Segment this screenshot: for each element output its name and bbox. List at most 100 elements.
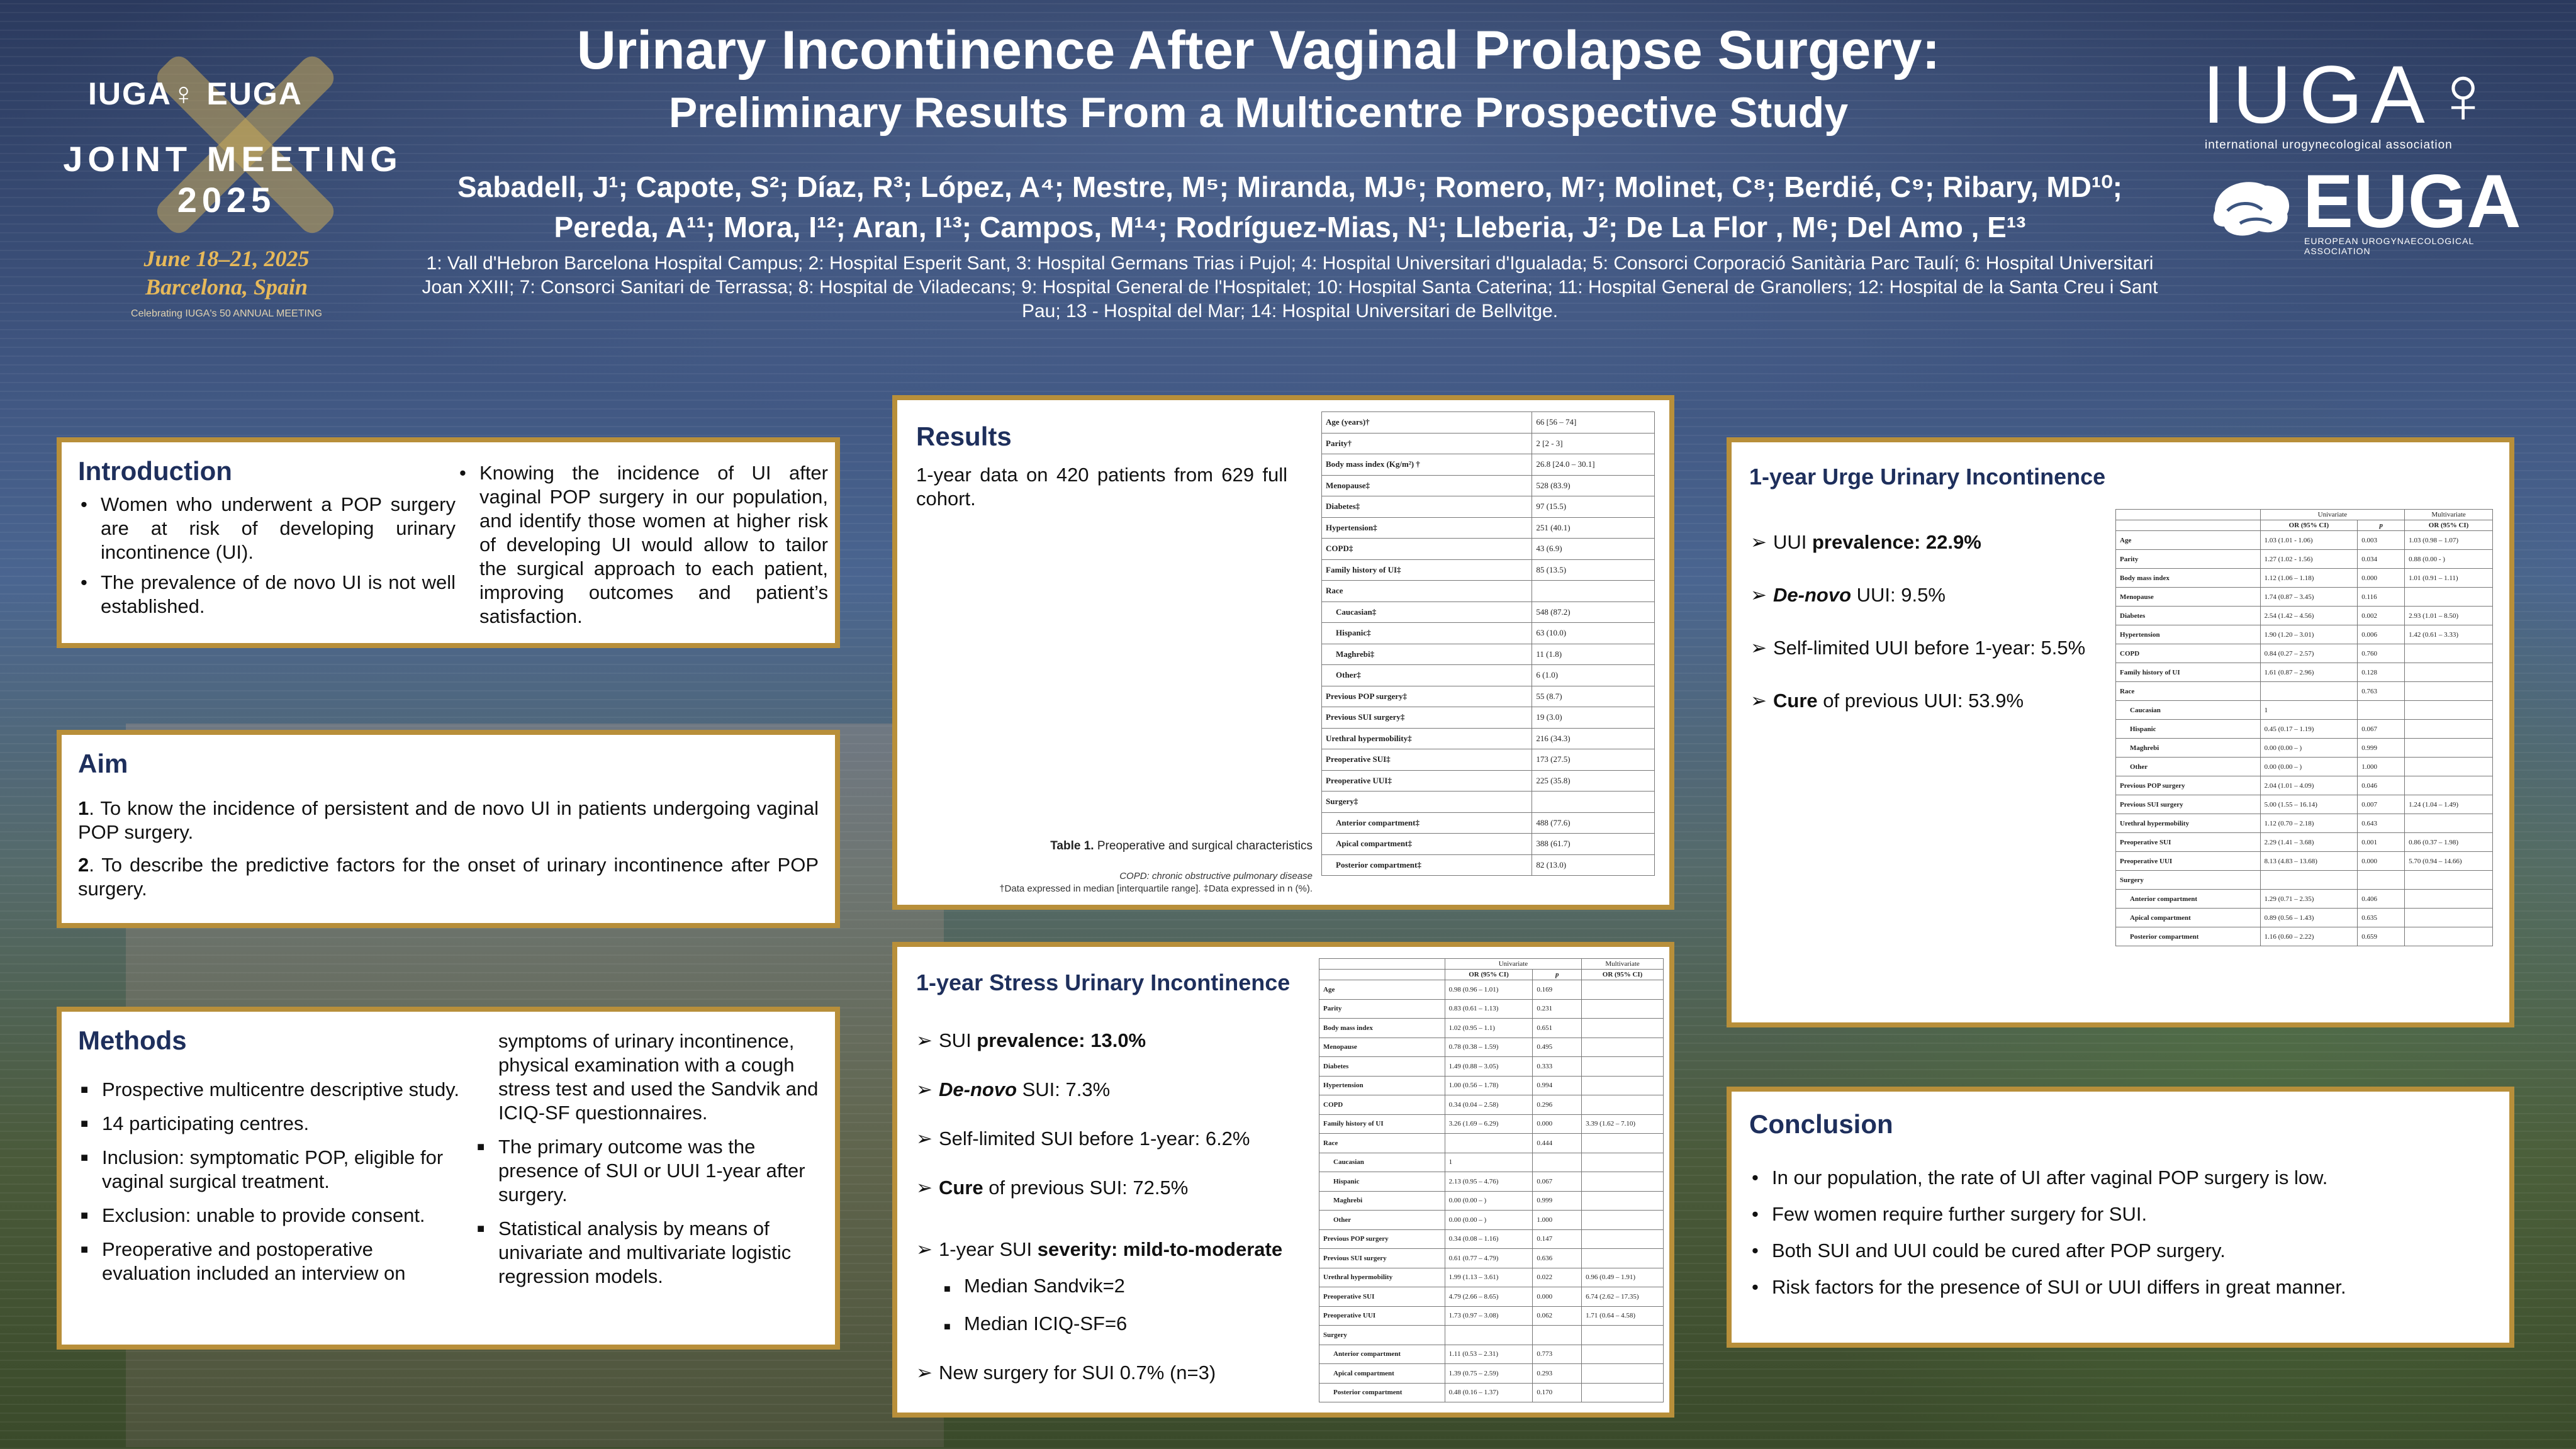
- cell-value: 63 (10.0): [1532, 622, 1655, 644]
- joint-meeting-text: JOINT MEETING: [63, 139, 403, 179]
- conclusion-panel: Conclusion In our population, the rate o…: [1727, 1087, 2514, 1348]
- row-label: Family history of UI‡: [1321, 559, 1533, 581]
- methods-bullet: Statistical analysis by means of univari…: [477, 1217, 829, 1289]
- cell-p: 0.635: [2357, 908, 2405, 927]
- table-row: Caucasian‡ 548 (87.2): [1321, 601, 1655, 623]
- poster-subtitle: Preliminary Results From a Multicentre P…: [668, 89, 1849, 137]
- methods-bullet: 14 participating centres.: [81, 1112, 464, 1136]
- row-label: Anterior compartment: [1319, 1344, 1445, 1364]
- table-row: Posterior compartment 0.48 (0.16 – 1.37) 0…: [1319, 1382, 1664, 1402]
- row-label: Posterior compartment: [1319, 1382, 1445, 1402]
- table-row: Preoperative SUI‡ 173 (27.5): [1321, 749, 1655, 771]
- row-label: Menopause: [1319, 1037, 1445, 1057]
- cell-p: 0.000: [2357, 568, 2405, 588]
- table-row: Anterior compartment 1.11 (0.53 – 2.31) 0.…: [1319, 1344, 1664, 1364]
- cell-mor: [2404, 908, 2493, 927]
- poster-title-block: Urinary Incontinence After Vaginal Prola…: [440, 19, 2076, 141]
- methods-panel: Methods Prospective multicentre descript…: [57, 1007, 840, 1350]
- row-label: Posterior compartment: [2115, 927, 2261, 946]
- aim-heading: Aim: [78, 749, 128, 778]
- table-row: Preoperative SUI 4.79 (2.66 – 8.65) 0.000 6…: [1319, 1287, 1664, 1307]
- methods-heading: Methods: [78, 1026, 187, 1055]
- table-row: Age 1.03 (1.01 - 1.06) 0.003 1.03 (0.98 – 1…: [2115, 530, 2493, 550]
- cell-or: 1.73 (0.97 – 3.08): [1444, 1306, 1533, 1326]
- cell-or: 0.00 (0.00 – ): [1444, 1190, 1533, 1211]
- table-row: Preoperative UUI 8.13 (4.83 – 13.68) 0.000…: [2115, 851, 2493, 871]
- cell-mor: 1.42 (0.61 – 3.33): [2404, 625, 2493, 644]
- row-label: Race: [2115, 681, 2261, 701]
- uui-heading: 1-year Urge Urinary Incontinence: [1749, 464, 2106, 490]
- cell-mor: 1.01 (0.91 – 1.11): [2404, 568, 2493, 588]
- row-label: Other: [2115, 757, 2261, 776]
- cell-or: [1444, 1325, 1533, 1345]
- row-label: Age (years)†: [1321, 411, 1533, 434]
- table-row: Diabetes 1.49 (0.88 – 3.05) 0.333: [1319, 1056, 1664, 1077]
- row-label: Body mass index: [1319, 1018, 1445, 1038]
- cell-or: 1.03 (1.01 - 1.06): [2260, 530, 2358, 550]
- cell-mor: [2404, 889, 2493, 909]
- cell-mor: [2404, 738, 2493, 758]
- row-label: COPD‡: [1321, 538, 1533, 560]
- anniversary-text: Celebrating IUGA's 50 ANNUAL MEETING: [131, 308, 322, 319]
- conclusion-bullet: Few women require further surgery for SU…: [1749, 1202, 2492, 1226]
- joint-meeting-logo: IUGA♀ EUGA JOINT MEETING 2025 June 18–21…: [50, 25, 403, 340]
- table-row: Other 0.00 (0.00 – ) 1.000: [1319, 1210, 1664, 1230]
- cell-value: 85 (13.5): [1532, 559, 1655, 581]
- table-row: Age (years)† 66 [56 – 74]: [1321, 411, 1655, 434]
- preoperative-characteristics-table: Age (years)† 66 [56 – 74] Parity† 2 [2 - 3]…: [1321, 411, 1655, 876]
- table-row: Hypertension 1.00 (0.56 – 1.78) 0.994: [1319, 1075, 1664, 1095]
- cell-p: 0.170: [1532, 1382, 1582, 1402]
- cell-p: 0.763: [2357, 681, 2405, 701]
- row-label: Menopause‡: [1321, 474, 1533, 496]
- table-row: COPD 0.34 (0.04 – 2.58) 0.296: [1319, 1095, 1664, 1115]
- row-label: Age: [2115, 530, 2261, 550]
- cell-mor: [2404, 719, 2493, 739]
- aim-number: 1: [78, 797, 89, 819]
- table-row: Hispanic 2.13 (0.95 – 4.76) 0.067: [1319, 1172, 1664, 1192]
- row-label: Family history of UI: [1319, 1114, 1445, 1134]
- cell-or: 1.12 (0.70 – 2.18): [2260, 814, 2358, 833]
- table-row: Caucasian 1: [2115, 700, 2493, 720]
- row-label: COPD: [2115, 644, 2261, 663]
- authors-line-2: Pereda, A¹¹; Mora, I¹²; Aran, I¹³; Campo…: [554, 211, 2026, 243]
- cell-p: [1532, 1152, 1582, 1172]
- cell-mor: 0.86 (0.37 – 1.98): [2404, 832, 2493, 852]
- row-label: Diabetes‡: [1321, 496, 1533, 518]
- cell-mor: [2404, 644, 2493, 663]
- cell-p: 0.147: [1532, 1229, 1582, 1249]
- table-row: Other‡ 6 (1.0): [1321, 664, 1655, 686]
- cell-p: 0.116: [2357, 587, 2405, 607]
- cell-p: 0.495: [1532, 1037, 1582, 1057]
- row-label: Age: [1319, 980, 1445, 1000]
- cell-p: 0.659: [2357, 927, 2405, 946]
- table-row: Posterior compartment‡ 82 (13.0): [1321, 854, 1655, 876]
- cell-or: 1.16 (0.60 – 2.22): [2260, 927, 2358, 946]
- row-label: Preoperative SUI: [1319, 1287, 1445, 1307]
- cell-mor: [1581, 1229, 1664, 1249]
- cell-or: 1.29 (0.71 – 2.35): [2260, 889, 2358, 909]
- cell-or: 0.89 (0.56 – 1.43): [2260, 908, 2358, 927]
- cell-or: 1.61 (0.87 – 2.96): [2260, 663, 2358, 682]
- cell-mor: [1581, 1325, 1664, 1345]
- cell-p: 0.406: [2357, 889, 2405, 909]
- table-row: Family history of UI‡ 85 (13.5): [1321, 559, 1655, 581]
- multivariate-header: Multivariate: [1581, 958, 1664, 970]
- cell-mor: [2404, 663, 2493, 682]
- cell-value: 2 [2 - 3]: [1532, 432, 1655, 454]
- cell-p: 0.651: [1532, 1018, 1582, 1038]
- cell-value: 528 (83.9): [1532, 474, 1655, 496]
- cell-or: 1: [2260, 700, 2358, 720]
- cell-or: 1.00 (0.56 – 1.78): [1444, 1075, 1533, 1095]
- cell-mor: [1581, 1190, 1664, 1211]
- cell-mor: [1581, 1056, 1664, 1077]
- cell-p: 0.022: [1532, 1267, 1582, 1287]
- cell-p: 0.296: [1532, 1095, 1582, 1115]
- table-row: Apical compartment‡ 388 (61.7): [1321, 833, 1655, 855]
- row-label: Menopause: [2115, 587, 2261, 607]
- cell-p: 0.773: [1532, 1344, 1582, 1364]
- table-row: Caucasian 1: [1319, 1152, 1664, 1172]
- row-label: Preoperative UUI: [1319, 1306, 1445, 1326]
- methods-left: Prospective multicentre descriptive stud…: [81, 1078, 464, 1295]
- row-label: Other‡: [1321, 664, 1533, 686]
- multivariate-header: Multivariate: [2404, 509, 2493, 520]
